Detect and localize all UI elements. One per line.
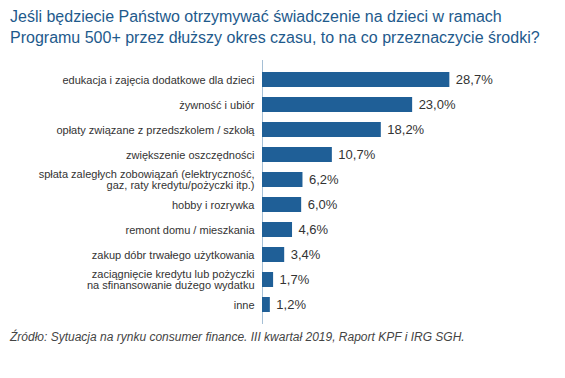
svg-text:opłaty związane z przedszkolem: opłaty związane z przedszkolem / szkołą [56, 124, 255, 136]
svg-text:1,7%: 1,7% [280, 272, 310, 287]
svg-text:żywność i ubiór: żywność i ubiór [179, 99, 255, 111]
svg-text:edukacja i zajęcia dodatkowe d: edukacja i zajęcia dodatkowe dla dzieci [62, 74, 254, 86]
svg-text:23,0%: 23,0% [419, 97, 456, 112]
svg-text:zwiększenie oszczędności: zwiększenie oszczędności [126, 149, 254, 161]
svg-text:hobby i rozrywka: hobby i rozrywka [172, 199, 255, 211]
svg-text:10,7%: 10,7% [338, 147, 375, 162]
html-text:Źródło: Sytuacja na rynku cons: Źródło: Sytuacja na rynku consumer finan… [10, 330, 465, 344]
svg-text:zaciągnięcie kredytu lub pożyc: zaciągnięcie kredytu lub pożyczkina sfin… [87, 268, 255, 291]
html-text:Jeśli będziecie Państwo otrzym: Jeśli będziecie Państwo otrzymywać świad… [10, 8, 540, 46]
svg-text:28,7%: 28,7% [456, 72, 493, 87]
svg-text:1,2%: 1,2% [276, 297, 306, 312]
svg-text:zakup dóbr trwałego użytkowani: zakup dóbr trwałego użytkowania [92, 249, 256, 261]
svg-text:4,6%: 4,6% [299, 222, 329, 237]
svg-text:spłata zaległych zobowiązań (e: spłata zaległych zobowiązań (elektryczno… [39, 168, 255, 191]
svg-text:6,0%: 6,0% [308, 197, 338, 212]
svg-text:3,4%: 3,4% [291, 247, 321, 262]
svg-text:6,2%: 6,2% [309, 172, 339, 187]
svg-text:remont domu / mieszkania: remont domu / mieszkania [126, 224, 256, 236]
svg-text:18,2%: 18,2% [387, 122, 424, 137]
svg-text:inne: inne [234, 299, 255, 311]
